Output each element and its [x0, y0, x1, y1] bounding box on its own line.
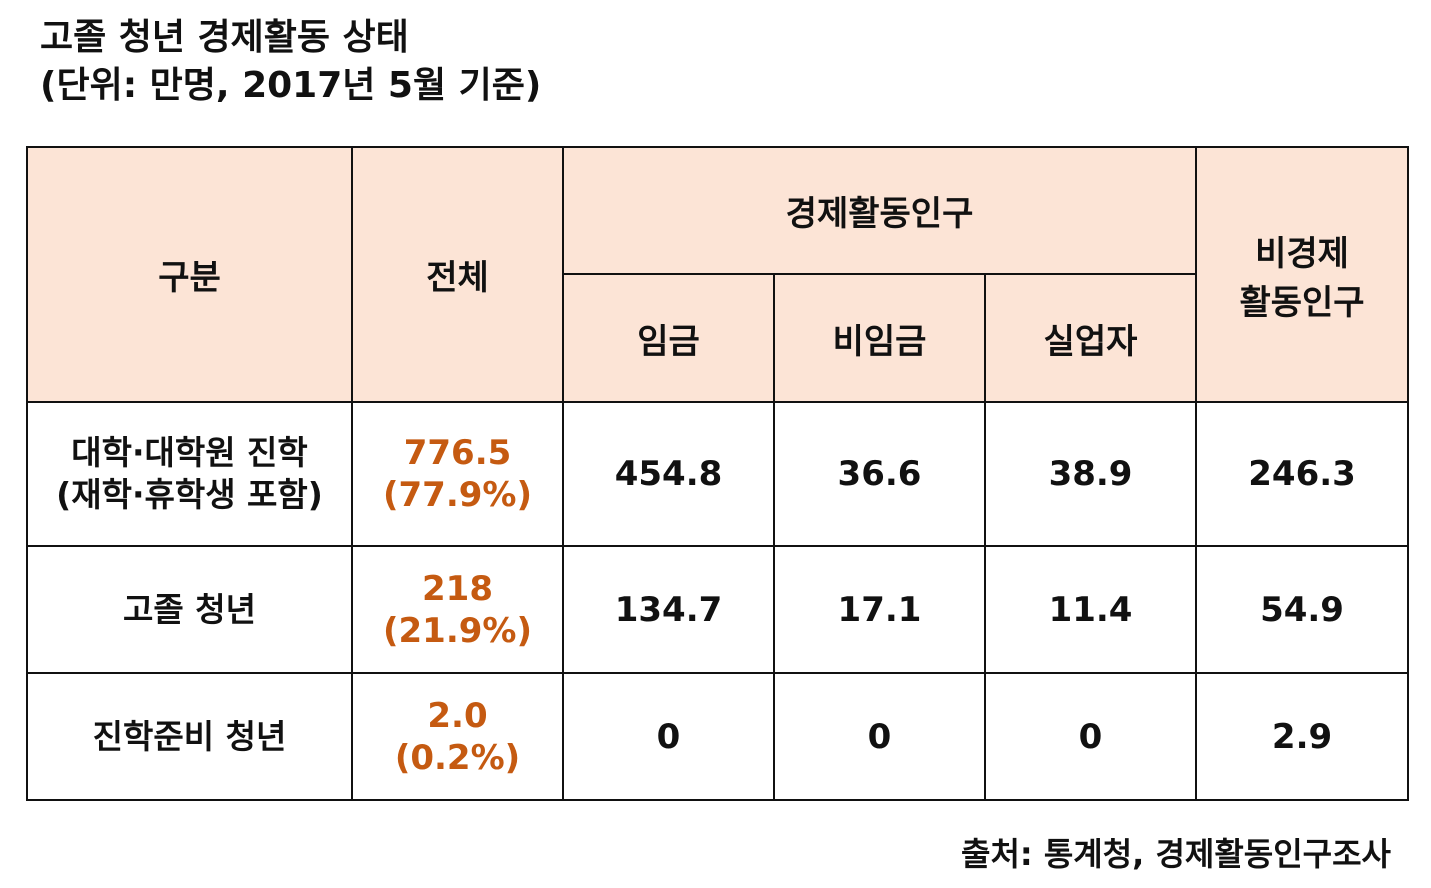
- row-unemployed: 11.4: [983, 545, 1198, 674]
- row-label-line-2: (재학·휴학생 포함): [56, 475, 323, 514]
- row-wage: 0: [562, 672, 775, 801]
- row-total-percent: (0.2%): [394, 737, 521, 778]
- row-total-value: 2.0: [427, 695, 488, 736]
- row-wage: 134.7: [562, 545, 775, 674]
- row-total: 2.0 (0.2%): [351, 672, 564, 801]
- row-inactive: 2.9: [1195, 672, 1410, 801]
- header-economically-inactive: 비경제 활동인구: [1195, 146, 1410, 403]
- row-wage: 454.8: [562, 401, 775, 547]
- header-economically-active: 경제활동인구: [561, 146, 1198, 275]
- table-row: 진학준비 청년 2.0 (0.2%) 0 0 0 2.9: [26, 672, 1410, 801]
- economic-activity-table: 구분 전체 경제활동인구 비경제 활동인구 임금 비임금 실업자 대학·대학원 …: [26, 146, 1410, 801]
- header-inactive-line-2: 활동인구: [1239, 282, 1365, 323]
- row-total-percent: (21.9%): [382, 610, 533, 651]
- row-non-wage: 36.6: [773, 401, 986, 547]
- title-line-2: (단위: 만명, 2017년 5월 기준): [40, 65, 542, 106]
- row-total-percent: (77.9%): [382, 475, 533, 515]
- row-total: 776.5 (77.9%): [351, 401, 564, 547]
- header-wage: 임금: [562, 273, 775, 403]
- header-category: 구분: [26, 146, 353, 403]
- table-row: 고졸 청년 218 (21.9%) 134.7 17.1 11.4 54.9: [26, 545, 1410, 674]
- page-title: 고졸 청년 경제활동 상태 (단위: 만명, 2017년 5월 기준): [40, 14, 541, 110]
- row-label-line-1: 대학·대학원 진학: [71, 433, 308, 472]
- source-note: 출처: 통계청, 경제활동인구조사: [961, 835, 1391, 873]
- row-unemployed: 0: [983, 672, 1198, 801]
- row-unemployed: 38.9: [983, 401, 1198, 547]
- table-row: 대학·대학원 진학 (재학·휴학생 포함) 776.5 (77.9%) 454.…: [26, 401, 1410, 547]
- row-non-wage: 17.1: [773, 545, 986, 674]
- row-total: 218 (21.9%): [351, 545, 564, 674]
- header-inactive-line-1: 비경제: [1255, 233, 1349, 274]
- row-inactive: 54.9: [1195, 545, 1410, 674]
- row-inactive: 246.3: [1195, 401, 1410, 547]
- row-total-value: 218: [422, 568, 493, 609]
- header-total: 전체: [351, 146, 564, 403]
- row-non-wage: 0: [773, 672, 986, 801]
- row-label: 대학·대학원 진학 (재학·휴학생 포함): [26, 401, 353, 547]
- header-unemployed: 실업자: [983, 273, 1198, 403]
- row-label: 진학준비 청년: [26, 672, 353, 801]
- title-line-1: 고졸 청년 경제활동 상태: [40, 17, 409, 58]
- header-non-wage: 비임금: [773, 273, 986, 403]
- row-label: 고졸 청년: [26, 545, 353, 674]
- row-total-value: 776.5: [403, 433, 512, 473]
